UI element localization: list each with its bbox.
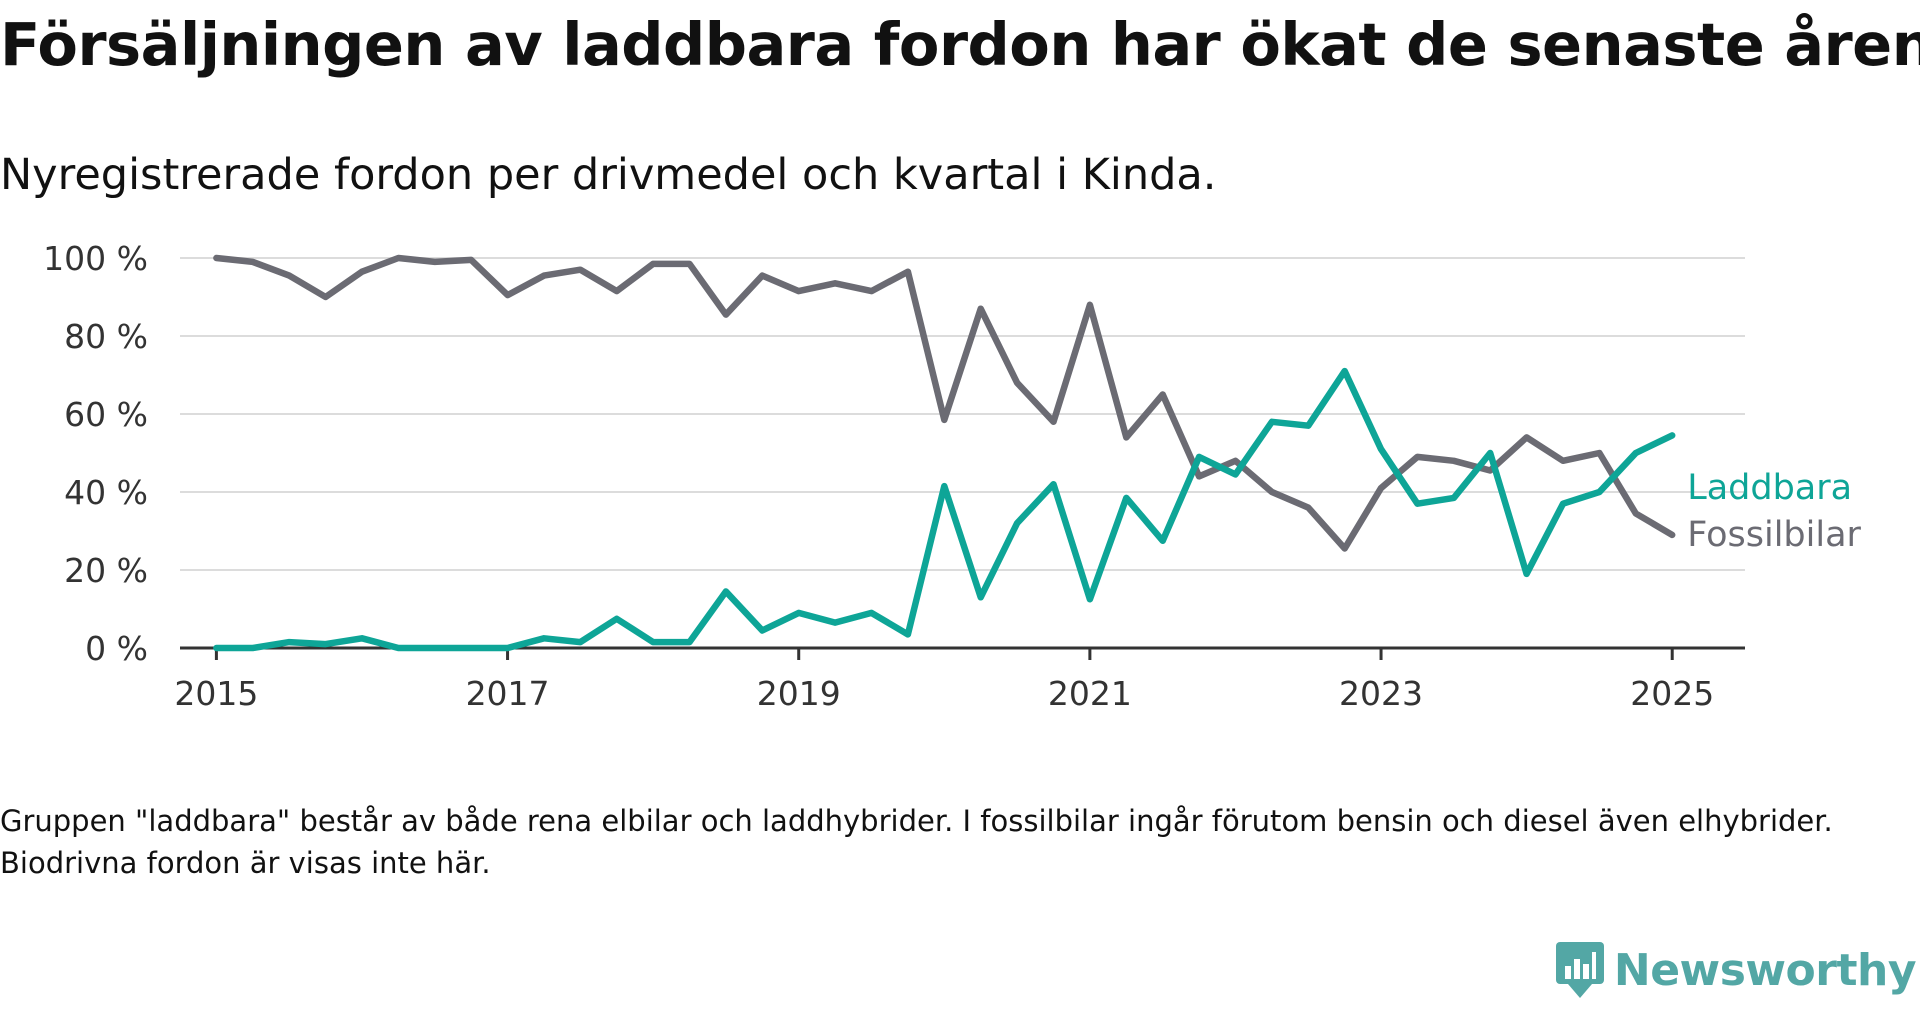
x-axis: 2015 2017 2019 2021 2023 2025: [174, 646, 1745, 713]
x-tick-label: 2023: [1339, 674, 1423, 713]
brand-name: Newsworthy: [1613, 944, 1917, 996]
grid-lines: [180, 257, 1745, 571]
chart-subtitle: Nyregistrerade fordon per drivmedel och …: [0, 150, 1217, 200]
y-axis-ticks: 0 % 20 % 40 % 60 % 80 % 100 %: [43, 239, 148, 668]
x-tick-label: 2021: [1048, 674, 1132, 713]
y-tick-label: 20 %: [64, 551, 148, 590]
y-tick-label: 40 %: [64, 473, 148, 512]
y-tick-label: 100 %: [43, 239, 148, 278]
y-tick-label: 80 %: [64, 317, 148, 356]
series-line-fossilbilar: [213, 254, 1676, 552]
series-line-laddbara: [213, 367, 1676, 652]
x-tick-label: 2019: [757, 674, 841, 713]
series-label-laddbara: Laddbara: [1687, 468, 1852, 508]
footnote: Gruppen "laddbara" består av både rena e…: [0, 804, 1833, 880]
brand-logo[interactable]: Newsworthy: [1555, 930, 1917, 1010]
line-chart: 0 % 20 % 40 % 60 % 80 % 100 % 2015 2017 2019 202…: [43, 239, 1861, 713]
chart-title: Försäljningen av laddbara fordon har öka…: [0, 10, 1920, 79]
y-tick-label: 60 %: [64, 395, 148, 434]
series-labels: Laddbara Fossilbilar: [1687, 468, 1861, 555]
series-lines: [213, 254, 1676, 652]
x-tick-label: 2025: [1630, 674, 1714, 713]
series-label-fossilbilar: Fossilbilar: [1687, 515, 1861, 555]
x-tick-label: 2015: [174, 674, 258, 713]
y-tick-label: 0 %: [85, 629, 148, 668]
newsworthy-logo-icon: [1555, 942, 1604, 998]
x-tick-label: 2017: [466, 674, 550, 713]
